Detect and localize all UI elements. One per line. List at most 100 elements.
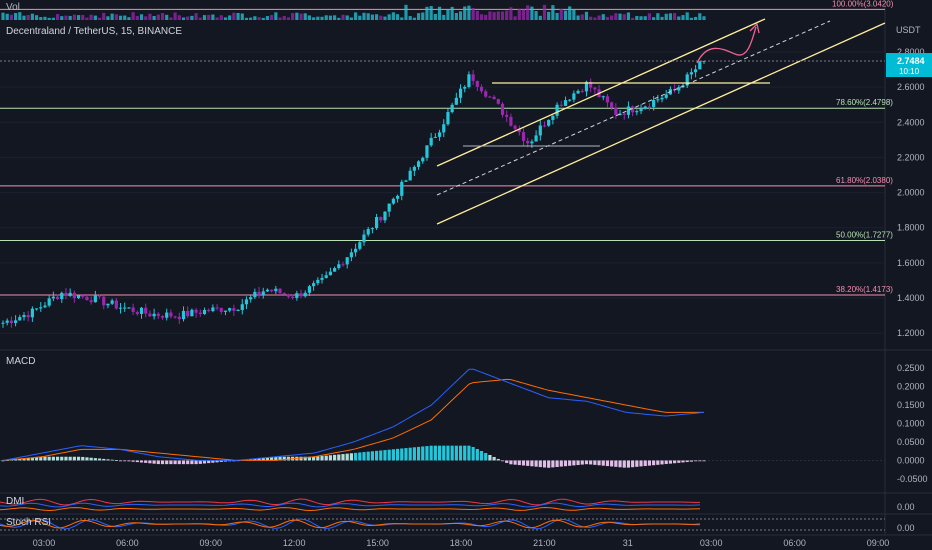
price-tick-label: 2.0000: [897, 188, 925, 198]
candle-body: [698, 61, 702, 70]
macd-histogram-bar: [333, 454, 337, 461]
candle-body: [291, 296, 295, 299]
candle-body: [307, 286, 312, 293]
macd-histogram-bar: [211, 460, 215, 463]
time-tick-label: 18:00: [450, 538, 473, 548]
macd-histogram-bar: [316, 456, 320, 461]
candle-body: [39, 307, 43, 309]
volume-bar: [265, 16, 270, 20]
candle-body: [689, 72, 694, 75]
candle-body: [610, 102, 614, 108]
macd-histogram-bar: [144, 460, 148, 463]
macd-histogram-bar: [257, 458, 261, 461]
volume-bar: [538, 15, 542, 20]
macd-histogram-bar: [429, 445, 433, 461]
candle-body: [60, 292, 64, 300]
macd-histogram-bar: [479, 450, 484, 461]
macd-histogram-bar: [93, 458, 97, 461]
candle-body: [513, 125, 517, 129]
time-tick-label: 09:00: [867, 538, 890, 548]
macd-tick-label: 0.0000: [897, 455, 925, 465]
volume-bar: [85, 17, 89, 20]
candle-body: [412, 166, 416, 171]
macd-histogram-bar: [274, 456, 278, 461]
candle-body: [479, 86, 484, 92]
price-tick-label: 1.4000: [897, 293, 925, 303]
volume-bar: [521, 9, 526, 20]
candle-body: [223, 310, 228, 312]
candle-body: [51, 296, 55, 299]
stoch-d-line: [0, 519, 701, 529]
candle-body: [391, 198, 395, 204]
volume-bar: [421, 12, 425, 20]
candle-body: [551, 115, 555, 120]
volume-bar: [698, 13, 702, 20]
volume-bar: [681, 15, 685, 20]
macd-histogram-bar: [345, 453, 349, 461]
dmi-line: [0, 502, 701, 508]
macd-histogram-bar: [286, 456, 291, 461]
candle-body: [643, 106, 647, 109]
volume-bar: [463, 6, 467, 20]
volume-bar: [202, 15, 207, 20]
candle-body: [471, 74, 475, 81]
macd-histogram-bar: [484, 452, 488, 461]
volume-bar: [320, 16, 324, 20]
volume-bar: [484, 14, 488, 20]
candle-body: [496, 99, 500, 104]
macd-histogram-bar: [563, 460, 568, 467]
volume-bar: [72, 14, 76, 20]
candle-body: [635, 111, 639, 113]
macd-histogram-bar: [123, 460, 127, 462]
volume-bar: [291, 13, 295, 20]
macd-histogram-bar: [81, 456, 85, 461]
channel-median-line: [436, 20, 831, 196]
macd-histogram-bar: [538, 460, 542, 468]
volume-bar: [601, 14, 605, 20]
candle-body: [265, 289, 270, 292]
candle-body: [55, 296, 60, 300]
volume-bar: [55, 14, 60, 20]
candle-body: [614, 107, 618, 115]
volume-bar: [198, 17, 202, 20]
volume-bar: [631, 17, 635, 20]
candle-body: [694, 69, 698, 73]
volume-bar: [362, 12, 366, 20]
volume-bar: [135, 16, 139, 20]
volume-bar: [9, 14, 13, 20]
candle-body: [467, 74, 471, 87]
volume-bar: [551, 5, 555, 21]
macd-histogram-bar: [358, 452, 362, 461]
candle-body: [337, 264, 341, 269]
volume-bar: [30, 13, 34, 20]
candle-body: [442, 124, 446, 133]
macd-histogram-bar: [328, 455, 333, 461]
candle-body: [366, 229, 370, 235]
macd-histogram-bar: [601, 460, 605, 466]
macd-histogram-bar: [253, 458, 257, 461]
candle-body: [572, 93, 576, 100]
volume-pane-title: Vol: [6, 2, 20, 13]
volume-bar: [656, 13, 660, 20]
candle-body: [228, 308, 232, 311]
volume-bar: [76, 15, 81, 20]
volume-bar: [479, 14, 484, 20]
volume-bar: [131, 12, 135, 20]
time-tick-label: 03:00: [33, 538, 56, 548]
volume-bar: [152, 15, 156, 20]
candle-body: [370, 228, 374, 230]
candle-body: [320, 277, 324, 280]
macd-histogram-bar: [265, 457, 270, 461]
volume-bar: [236, 12, 240, 20]
volume-bar: [190, 15, 194, 20]
candle-body: [437, 132, 442, 137]
candle-body: [299, 293, 303, 297]
candle-body: [106, 303, 110, 306]
candle-body: [664, 94, 668, 98]
candle-body: [85, 296, 89, 301]
macd-histogram-bar: [148, 460, 152, 464]
volume-bar: [177, 15, 181, 20]
volume-bar: [530, 6, 534, 20]
fib-level-label: 61.80%(2.0380): [836, 176, 893, 185]
